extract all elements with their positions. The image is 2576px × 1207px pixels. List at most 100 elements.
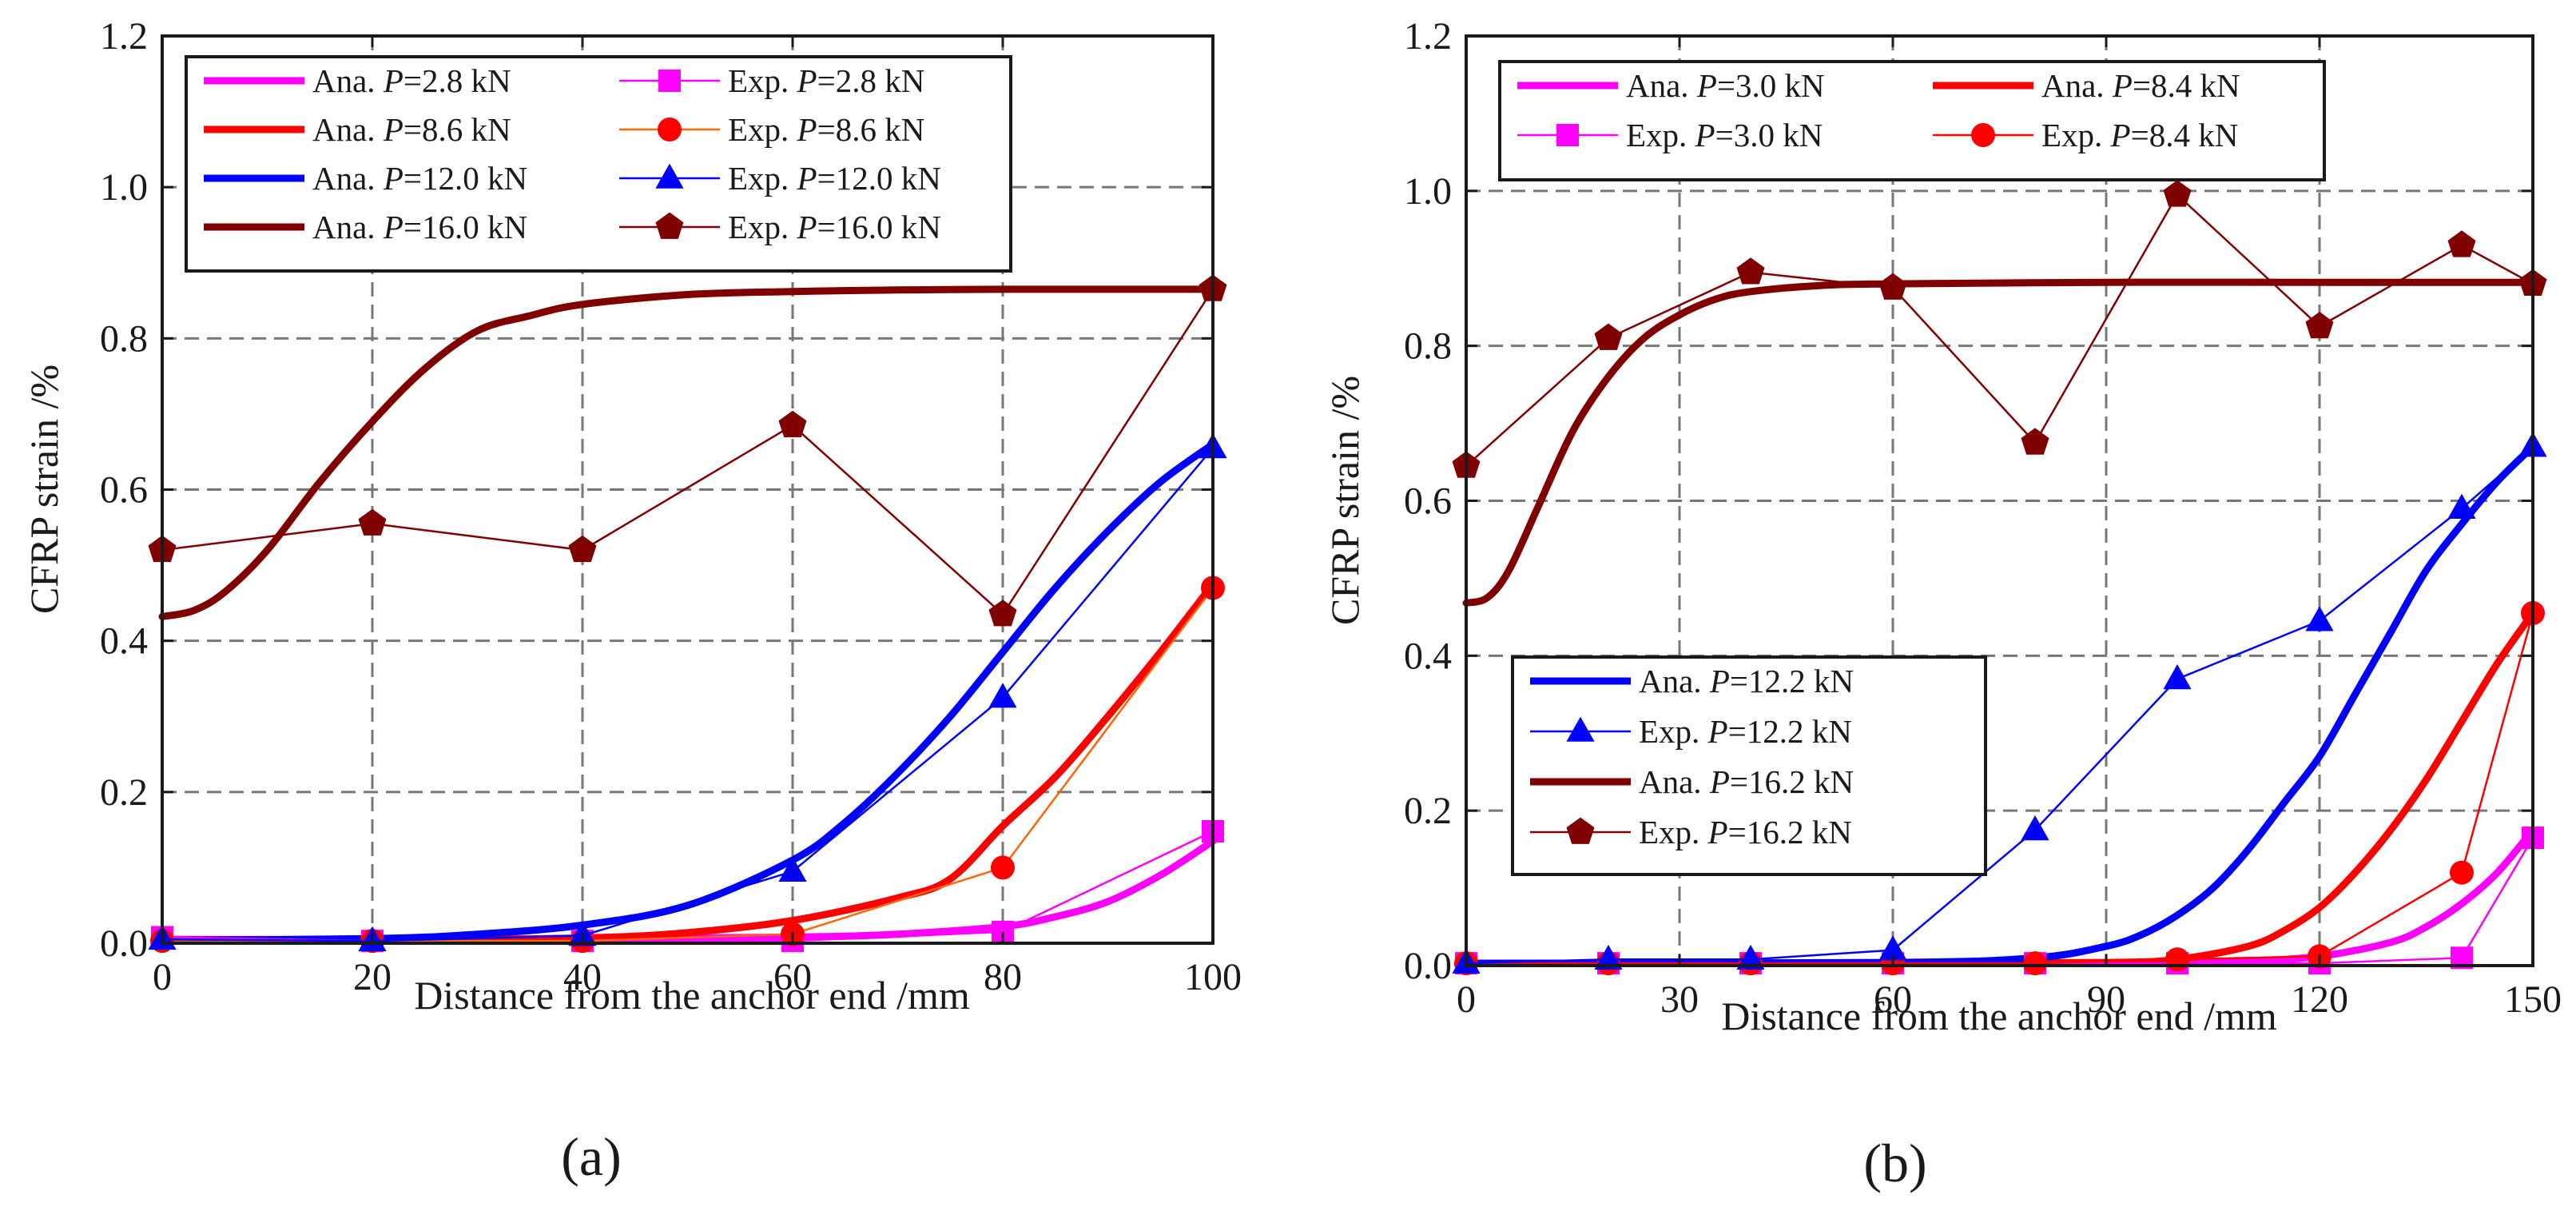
panel-b-chart: 0 30 60 90 120 150 0.0 0.2 0.4 0.6 0.8 1.0 1.2 Dista… [1322, 15, 2562, 1193]
panel-b-data-point [2163, 180, 2192, 207]
panel-b-data-point [2165, 947, 2189, 972]
panel-b-data-point [1594, 323, 1623, 350]
panel-a-legend-label-value: =2.8 kN [817, 62, 925, 99]
panel-a-legend-label-value: =8.6 kN [817, 111, 925, 148]
panel-a-y-tick-label: 0.2 [100, 771, 148, 814]
panel-a-legend-label-prefix: Exp. [728, 160, 797, 197]
panel-a-chart: 0 20 40 60 80 100 0.0 0.2 0.4 0.6 0.8 1.0 1.2 Distan… [22, 15, 1242, 1187]
panel-b-x-tick-label: 150 [2504, 978, 2562, 1021]
panel-a-data-point [568, 535, 597, 563]
panel-a-series-2 [158, 580, 1217, 945]
panel-a-x-tick-label: 20 [353, 956, 392, 998]
panel-a-legend-label-symbol: P [383, 209, 403, 245]
panel-b-data-point [2021, 815, 2049, 841]
panel-b-analytical-curve [1462, 443, 2537, 967]
panel-b-x-axis-label: Distance from the anchor end /mm [1721, 994, 2277, 1038]
panel-a-legend-label-prefix: Ana. [312, 209, 384, 245]
panel-a-data-point [358, 508, 387, 536]
panel-a-legend-marker [655, 212, 684, 239]
panel-a-legend-marker [658, 118, 682, 141]
panel-b-data-point [2305, 606, 2334, 631]
panel-b-y-tick-label: 0.4 [1404, 635, 1452, 677]
panel-b-data-point [2447, 493, 2476, 519]
panel-a-x-tick-label: 40 [563, 956, 602, 998]
panel-b-legend-label-prefix: Ana. [1639, 663, 1710, 699]
panel-a-legend-label-value: =8.6 kN [403, 111, 511, 148]
panel-b-legend-label-value: =16.2 kN [1728, 814, 1852, 850]
panel-a-legend-label-value: =2.8 kN [403, 62, 511, 99]
panel-a-legend-label: Exp. P=2.8 kN [728, 62, 924, 99]
panel-b-data-point [1878, 273, 1907, 300]
panel-b-legend-label-value: =8.4 kN [2133, 67, 2240, 104]
panel-b-data-point [2305, 312, 2334, 339]
panel-b-legend-label: Ana. P=16.2 kN [1639, 763, 1854, 800]
panel-a-legend-label: Ana. P=8.6 kN [312, 111, 511, 148]
panel-b-data-point [1594, 944, 1623, 970]
panel-b-y-axis-label: CFRP strain /% [1322, 376, 1367, 625]
panel-b-y-tick-label: 0.8 [1404, 325, 1452, 368]
panel-b-legend-label-symbol: P [1707, 713, 1728, 750]
panel-a-legend-label-prefix: Ana. [312, 160, 384, 197]
panel-b-x-tick-label: 60 [1874, 978, 1912, 1021]
panel-b-legend-label-prefix: Ana. [2041, 67, 2113, 104]
panel-a-y-tick-label: 1.0 [100, 166, 148, 209]
panel-a-x-axis-label: Distance from the anchor end /mm [414, 973, 970, 1018]
panel-a-legend-label-prefix: Ana. [312, 111, 384, 148]
panel-b-legend-label-value: =3.0 kN [1715, 117, 1823, 153]
panel-b-legend-label: Ana. P=12.2 kN [1639, 663, 1854, 699]
panel-b-data-point [1878, 935, 1907, 961]
panel-b-legend-marker [1971, 123, 1995, 147]
panel-b-legend-label: Exp. P=3.0 kN [1626, 117, 1823, 153]
panel-b-series-6 [1462, 278, 2537, 607]
panel-b-legend-label-symbol: P [1709, 663, 1730, 699]
panel-a-legend-label-prefix: Exp. [728, 209, 797, 245]
panel-b-legend-label-symbol: P [1695, 117, 1715, 153]
panel-a-legend-label: Ana. P=2.8 kN [312, 62, 511, 99]
panel-a-legend-box [185, 55, 1012, 273]
panel-b-caption: (b) [1863, 1133, 1926, 1193]
panel-b-legend-label-symbol: P [2110, 117, 2131, 153]
panel-a-y-tick-label: 1.2 [100, 15, 148, 58]
panel-a-series-7 [148, 274, 1227, 627]
panel-a-legend-label: Ana. P=12.0 kN [312, 160, 527, 197]
panel-a-analytical-curve [158, 440, 1217, 944]
panel-a-y-axis-label: CFRP strain /% [22, 364, 66, 614]
panel-b-data-point [1736, 257, 1765, 285]
panel-a-experimental-line [161, 830, 1214, 942]
panel-a-legend-label-symbol: P [383, 111, 403, 148]
panel-a-analytical-curve [158, 580, 1217, 945]
panel-a-legend-label-symbol: P [383, 160, 403, 197]
panel-a-legend-label: Ana. P=16.0 kN [312, 209, 527, 245]
panel-b-experimental-line [1465, 193, 2534, 467]
panel-b-legend-label-prefix: Ana. [1626, 67, 1697, 104]
panel-b-legend-label-symbol: P [1709, 763, 1730, 800]
panel-a-legend-label-symbol: P [797, 209, 817, 245]
panel-a-y-tick-label: 0.6 [100, 469, 148, 512]
panel-a-data-point [988, 683, 1017, 708]
panel-b-y-tick-label: 0.6 [1404, 480, 1452, 523]
panel-b-legend-label: Ana. P=8.4 kN [2041, 67, 2240, 104]
panel-a-legend-label: Exp. P=12.0 kN [728, 160, 941, 197]
panel-a-y-tick-label: 0.0 [100, 922, 148, 965]
panel-b-legend-top-box [1498, 60, 2326, 181]
panel-a-experimental-line [161, 289, 1214, 616]
panel-a-legend-marker [655, 163, 684, 189]
panel-a-series-0 [158, 837, 1217, 943]
panel-b-legend-label-prefix: Exp. [2041, 117, 2111, 153]
panel-a-x-tick-label: 60 [773, 956, 812, 998]
panel-b-series-5 [1452, 432, 2547, 974]
panel-a-legend-label-symbol: P [383, 62, 403, 99]
panel-b-y-tick-label: 1.2 [1404, 15, 1452, 58]
panel-b-ticks: 0 30 60 90 120 150 0.0 0.2 0.4 0.6 0.8 1.0 1.2 [1404, 15, 2562, 1021]
panel-b-data-point [2021, 428, 2049, 455]
panel-b-legend-bottom-box [1511, 655, 1987, 876]
panel-b-y-tick-label: 1.0 [1404, 170, 1452, 213]
panel-b-legend-label-symbol: P [2112, 67, 2133, 104]
panel-b-legend-marker [1556, 124, 1579, 146]
panel-b-legend-label: Ana. P=3.0 kN [1626, 67, 1825, 104]
panel-a-y-tick-label: 0.4 [100, 620, 148, 663]
panel-b-legend-label-prefix: Exp. [1626, 117, 1695, 153]
